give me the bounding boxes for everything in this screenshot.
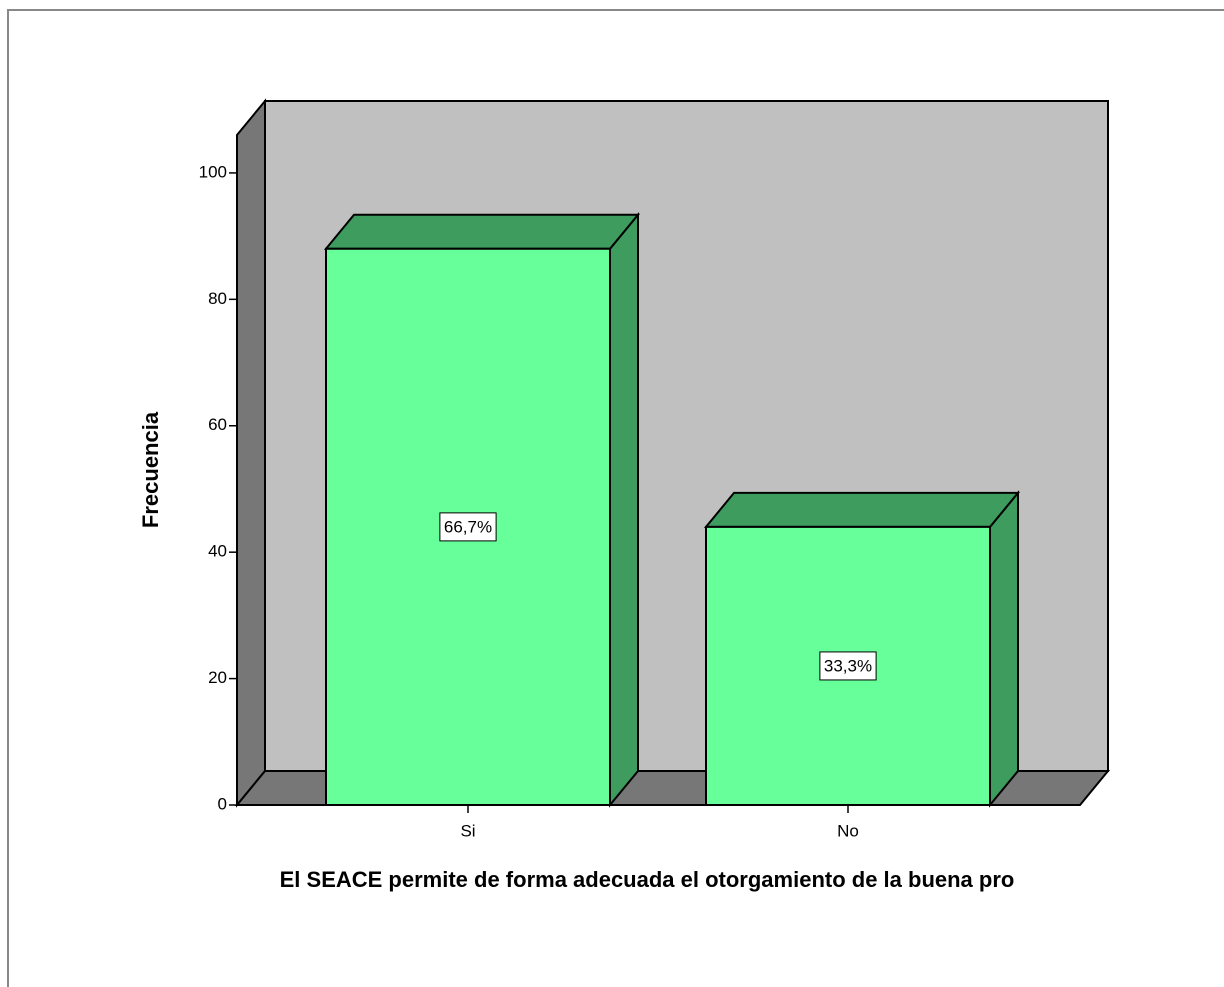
bar-side bbox=[989, 490, 1019, 808]
y-tick-label: 0 bbox=[218, 794, 227, 813]
bar-side bbox=[609, 211, 639, 808]
x-tick-label: No bbox=[837, 821, 859, 840]
bar-top bbox=[703, 491, 1021, 528]
y-axis-title: Frecuencia bbox=[138, 411, 163, 528]
left-wall bbox=[236, 98, 266, 808]
bar-top bbox=[323, 213, 641, 250]
y-tick-label: 100 bbox=[199, 162, 227, 181]
y-tick-label: 20 bbox=[208, 668, 227, 687]
y-tick-label: 40 bbox=[208, 542, 227, 561]
data-label: 33,3% bbox=[824, 656, 872, 675]
x-tick-label: Si bbox=[460, 821, 475, 840]
data-label-box bbox=[439, 512, 497, 542]
data-label: 66,7% bbox=[444, 517, 492, 536]
y-tick-label: 60 bbox=[208, 415, 227, 434]
y-tick-label: 80 bbox=[208, 289, 227, 308]
x-axis-title: El SEACE permite de forma adecuada el ot… bbox=[279, 867, 1015, 892]
data-label-box bbox=[819, 651, 877, 681]
